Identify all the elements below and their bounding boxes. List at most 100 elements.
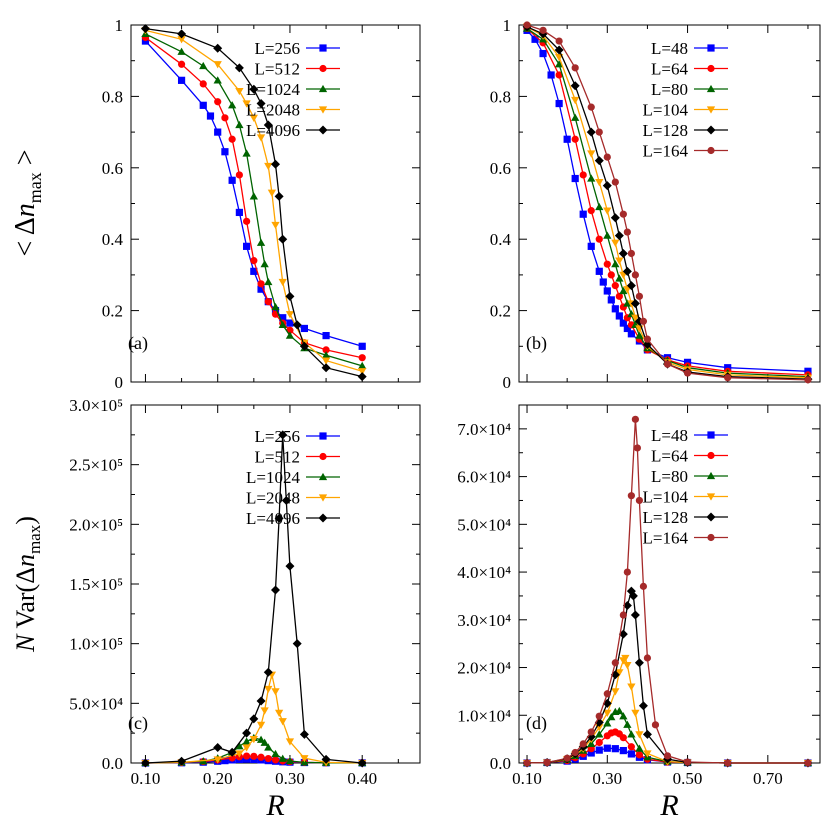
data-point	[214, 128, 222, 136]
legend-label: L=512	[255, 448, 300, 467]
data-point	[615, 292, 623, 300]
data-point	[523, 759, 531, 767]
data-point	[611, 282, 619, 290]
data-point	[611, 745, 619, 753]
data-point	[619, 611, 627, 619]
y-tick-label: 2.5×10⁵	[69, 456, 123, 475]
data-point	[271, 756, 280, 764]
data-point	[322, 346, 330, 354]
data-point	[243, 217, 251, 225]
y-tick-label: 3.0×10⁵	[69, 396, 123, 415]
plot-frame	[130, 24, 421, 383]
legend-label: L=1024	[246, 468, 300, 487]
data-point	[555, 37, 563, 45]
data-point	[263, 667, 273, 677]
x-axis-title: R	[659, 789, 678, 822]
data-point	[227, 747, 237, 757]
data-point	[595, 235, 603, 243]
x-tick-label: 0.40	[347, 769, 377, 788]
y-tick-label: 1	[503, 16, 512, 35]
x-tick-label: 0.10	[131, 769, 161, 788]
data-point	[221, 114, 229, 122]
data-point	[321, 754, 331, 764]
data-point	[635, 292, 644, 300]
data-point	[595, 738, 603, 747]
data-point	[587, 728, 595, 736]
data-point	[285, 756, 295, 765]
data-point	[603, 690, 611, 698]
data-point	[594, 156, 604, 166]
data-point	[285, 291, 295, 301]
data-point	[264, 685, 273, 694]
data-point	[595, 267, 603, 275]
y-tick-label: 1.5×10⁵	[69, 575, 123, 594]
data-point	[619, 210, 627, 218]
data-point	[611, 659, 619, 667]
series-line	[526, 656, 808, 764]
data-point	[615, 669, 624, 677]
data-point	[623, 324, 631, 333]
data-point	[250, 257, 258, 265]
data-point	[615, 274, 624, 282]
data-point	[595, 128, 603, 136]
data-point	[579, 210, 587, 218]
data-point	[199, 61, 208, 70]
legend-marker	[318, 494, 328, 502]
legend-label: L=1024	[246, 80, 300, 99]
data-point	[300, 324, 308, 333]
data-point	[278, 320, 287, 328]
data-point	[256, 735, 266, 743]
data-point	[357, 372, 367, 382]
data-point	[321, 351, 331, 359]
legend-marker	[707, 431, 715, 439]
panel-label: (b)	[526, 333, 547, 354]
y-tick-label: 0.6	[490, 159, 511, 178]
data-point	[543, 758, 551, 767]
panel-label: (a)	[128, 333, 148, 354]
data-point	[587, 242, 595, 250]
data-point	[607, 296, 615, 304]
x-axis-title: R	[265, 789, 284, 822]
legend-marker	[319, 432, 327, 440]
legend-marker	[319, 44, 327, 52]
legend-label: L=48	[651, 426, 688, 445]
y-tick-label: 1.0×10⁴	[457, 706, 511, 725]
data-point	[626, 281, 636, 291]
data-point	[603, 153, 611, 161]
data-point	[639, 582, 648, 590]
data-point	[256, 99, 266, 109]
data-point	[619, 286, 628, 295]
data-point	[281, 495, 291, 505]
data-point	[547, 71, 555, 79]
data-point	[263, 120, 273, 130]
data-point	[213, 742, 223, 752]
legend-label: L=64	[651, 447, 688, 466]
data-point	[724, 759, 732, 767]
y-tick-label: 0.2	[490, 302, 511, 321]
data-point	[177, 756, 187, 766]
data-point	[271, 302, 280, 311]
data-point	[595, 712, 603, 720]
data-point	[571, 174, 579, 183]
y-axis-title: N Var(Δnmax)	[11, 516, 44, 653]
data-point	[358, 354, 366, 362]
legend-label: L=2048	[246, 489, 300, 508]
data-point	[579, 740, 587, 748]
data-point	[271, 221, 280, 230]
data-point	[638, 701, 648, 711]
panel-d: 0.10 0.30 0.50 0.70 0.0 1.0×10⁴ 2.0×10⁴ 3.0×10⁴…	[457, 404, 821, 822]
data-point	[249, 114, 258, 122]
data-point	[663, 360, 672, 368]
x-tick-label: 0.70	[753, 769, 783, 788]
data-point	[242, 737, 251, 745]
legend-marker	[707, 64, 715, 73]
legend-marker	[319, 64, 327, 73]
legend-marker	[318, 472, 328, 481]
data-point	[260, 707, 269, 715]
data-point	[264, 162, 273, 171]
data-point	[235, 750, 244, 758]
data-point	[358, 361, 367, 370]
legend-label: L=80	[651, 80, 688, 99]
legend-label: L=4096	[246, 509, 300, 528]
data-point	[278, 754, 287, 762]
